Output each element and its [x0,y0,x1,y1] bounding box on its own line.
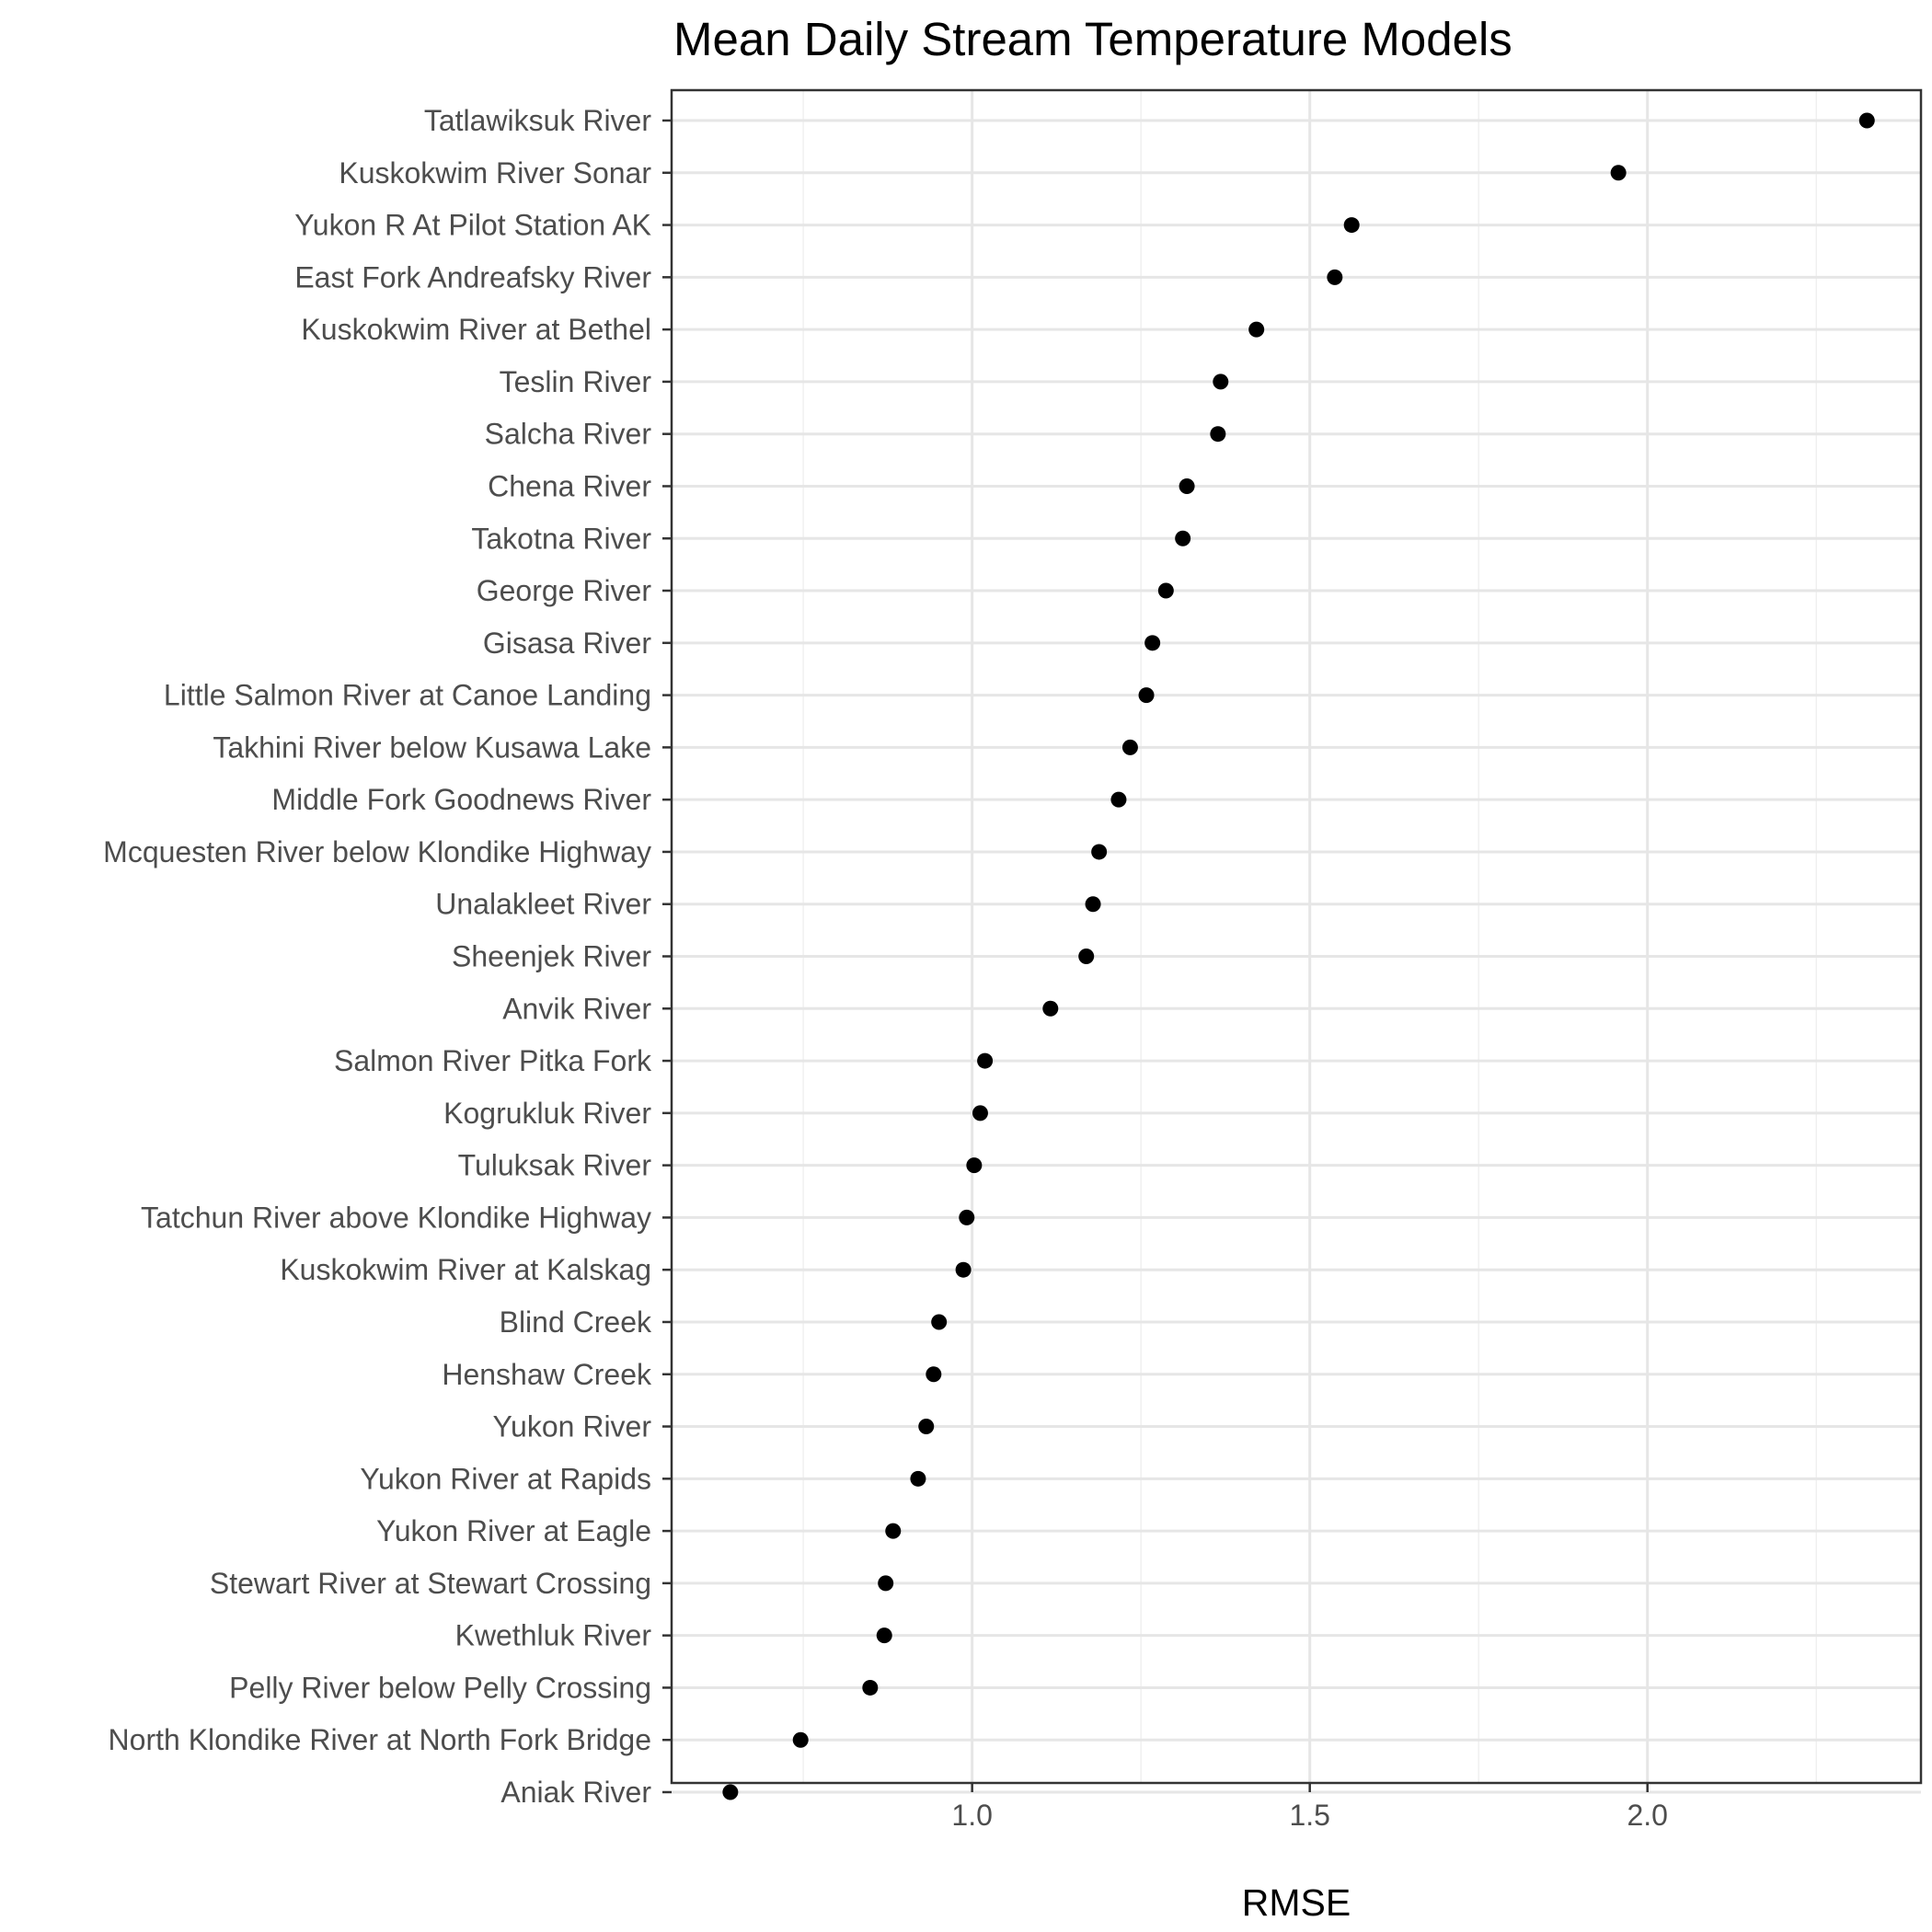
y-tick-label: Blind Creek [500,1305,652,1339]
data-point [926,1366,942,1383]
x-axis-title: RMSE [1242,1881,1351,1924]
data-point [885,1523,902,1539]
y-tick-label: Yukon River [492,1410,651,1443]
data-point [972,1105,988,1121]
data-point [977,1052,994,1069]
data-point [1213,374,1229,390]
data-point [910,1470,926,1487]
data-point [1157,582,1174,599]
y-axis-labels: Tatlawiksuk River Kuskokwim River Sonar Yu… [103,104,672,1809]
y-tick-label: Mcquesten River below Klondike Highway [103,835,651,868]
data-point [966,1157,983,1174]
y-tick-label: Takhini River below Kusawa Lake [213,730,651,764]
grid-lines [672,90,1921,1794]
data-point [1085,896,1101,913]
data-point [1078,949,1095,964]
y-tick-label: Yukon River at Eagle [376,1514,651,1547]
x-tick-label: 2.0 [1627,1799,1667,1832]
x-tick-label: 1.5 [1289,1799,1329,1832]
data-points [722,112,1875,1800]
data-point [931,1314,948,1330]
y-tick-label: Kwethluk River [455,1619,652,1652]
data-point [1144,635,1161,651]
y-tick-label: East Fork Andreafsky River [294,260,651,293]
y-tick-label: Kuskokwim River at Bethel [301,313,651,346]
data-point [876,1627,892,1644]
data-point [918,1419,935,1435]
data-point [878,1575,894,1592]
data-point [1858,112,1875,129]
data-point [1248,321,1265,338]
y-tick-label: Henshaw Creek [442,1358,652,1391]
y-tick-label: Yukon R At Pilot Station AK [294,209,651,242]
y-tick-label: Tatchun River above Klondike Highway [141,1201,651,1234]
y-tick-label: Gisasa River [483,627,652,660]
chart-title: Mean Daily Stream Temperature Models [673,13,1512,65]
x-tick-label: 1.0 [951,1799,992,1832]
data-point [955,1261,972,1278]
y-tick-label: Salmon River Pitka Fork [334,1044,652,1077]
y-tick-label: Takotna River [471,522,651,555]
y-tick-label: George River [477,574,652,607]
y-tick-label: North Klondike River at North Fork Bridg… [109,1723,651,1756]
data-point [1179,477,1195,494]
data-point [862,1679,879,1696]
x-axis-ticks: 1.0 1.5 2.0 [951,1783,1668,1832]
y-tick-label: Chena River [488,469,651,502]
y-tick-label: Yukon River at Rapids [360,1462,651,1495]
y-tick-label: Little Salmon River at Canoe Landing [164,679,651,712]
y-tick-label: Middle Fork Goodnews River [271,783,651,816]
y-tick-label: Aniak River [500,1776,651,1809]
y-tick-label: Teslin River [500,365,652,398]
plot-panel-border [670,88,1923,1785]
data-point [1138,687,1155,704]
y-tick-label: Sheenjek River [452,940,651,973]
data-point [1121,739,1138,755]
data-point [722,1784,739,1800]
data-point [1210,426,1226,443]
y-tick-label: Kogrukluk River [443,1097,651,1130]
y-tick-label: Stewart River at Stewart Crossing [210,1567,651,1600]
data-point [1110,791,1127,808]
y-tick-label: Tuluksak River [458,1149,652,1182]
data-point [1042,1000,1059,1017]
y-tick-label: Kuskokwim River Sonar [339,156,651,190]
y-tick-label: Kuskokwim River at Kalskag [280,1253,651,1286]
y-tick-label: Anvik River [502,992,651,1025]
y-tick-label: Tatlawiksuk River [424,104,652,137]
data-point [1175,530,1191,546]
y-tick-label: Pelly River below Pelly Crossing [229,1671,651,1704]
data-point [1610,165,1627,181]
data-point [1327,269,1343,285]
y-tick-label: Salcha River [485,418,652,451]
data-point [959,1209,975,1225]
data-point [792,1731,809,1748]
y-tick-label: Unalakleet River [435,888,651,921]
data-point [1091,844,1108,860]
data-point [1343,217,1360,234]
